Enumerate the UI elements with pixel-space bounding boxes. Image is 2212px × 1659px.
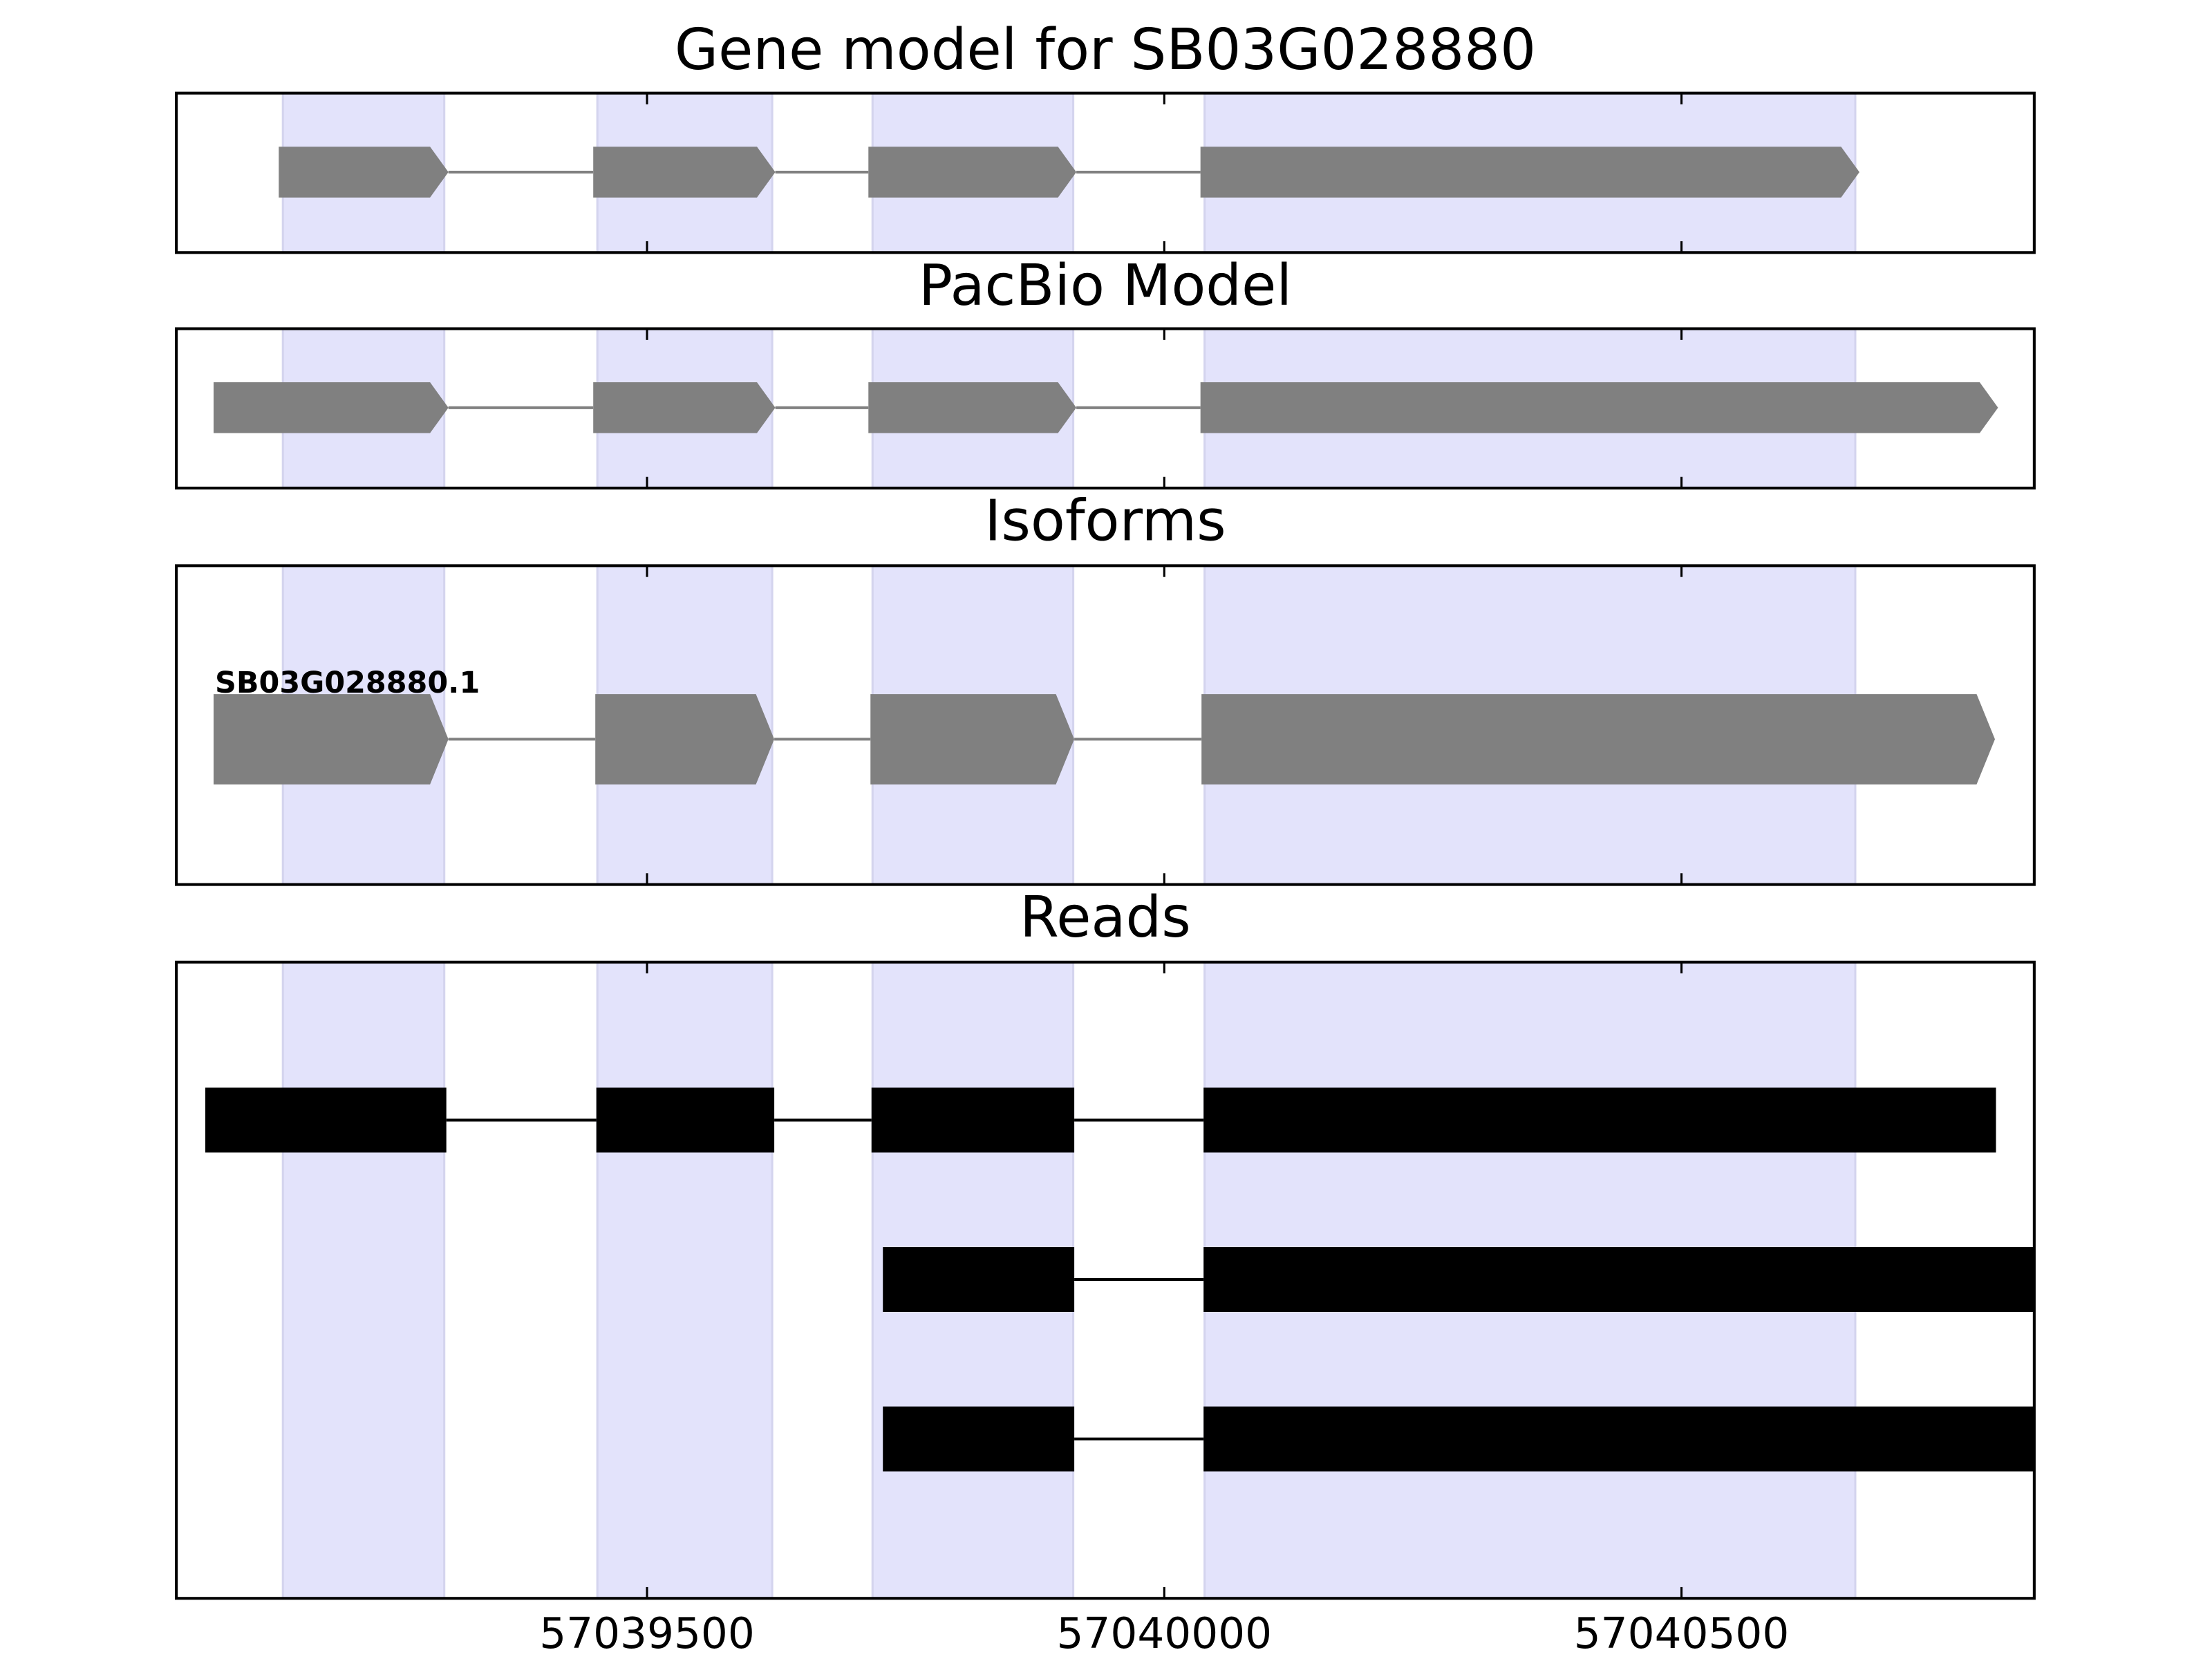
exon xyxy=(595,694,775,785)
panel-title: Isoforms xyxy=(984,489,1226,554)
exon xyxy=(213,382,449,433)
read-block xyxy=(205,1087,447,1153)
exon xyxy=(868,147,1077,198)
panel-frame xyxy=(175,960,2036,1600)
exon xyxy=(593,147,776,198)
x-tick-label: 57039500 xyxy=(539,1609,755,1658)
plot-area: SB03G028880.1 xyxy=(213,565,1995,885)
exon xyxy=(213,694,449,785)
panel-title: Reads xyxy=(1020,885,1191,950)
panel-frame xyxy=(175,91,2036,254)
panel-title: PacBio Model xyxy=(919,253,1292,319)
read-block xyxy=(883,1406,1075,1472)
read-block xyxy=(1203,1406,2034,1472)
exon xyxy=(1200,147,1859,198)
read-block xyxy=(871,1087,1075,1153)
plot-area xyxy=(213,328,1998,489)
read-block xyxy=(1203,1247,2034,1312)
panel-frame xyxy=(175,564,2036,886)
read-block xyxy=(1203,1087,1996,1153)
exon xyxy=(593,382,776,433)
plot-area xyxy=(279,93,1859,253)
x-tick-label: 57040500 xyxy=(1574,1609,1790,1658)
exon xyxy=(868,382,1077,433)
panel-frame xyxy=(175,327,2036,490)
exon-region xyxy=(596,962,774,1599)
read-block xyxy=(883,1247,1075,1312)
exon xyxy=(279,147,449,198)
read-block xyxy=(596,1087,775,1153)
exon xyxy=(1201,694,1995,785)
panel-title: Gene model for SB03G028880 xyxy=(675,17,1536,83)
exon xyxy=(870,694,1075,785)
x-tick-label: 57040000 xyxy=(1056,1609,1272,1658)
isoform-label: SB03G028880.1 xyxy=(215,666,480,700)
exon xyxy=(1200,382,1998,433)
plot-area xyxy=(205,962,2034,1599)
exon-region xyxy=(281,962,446,1599)
